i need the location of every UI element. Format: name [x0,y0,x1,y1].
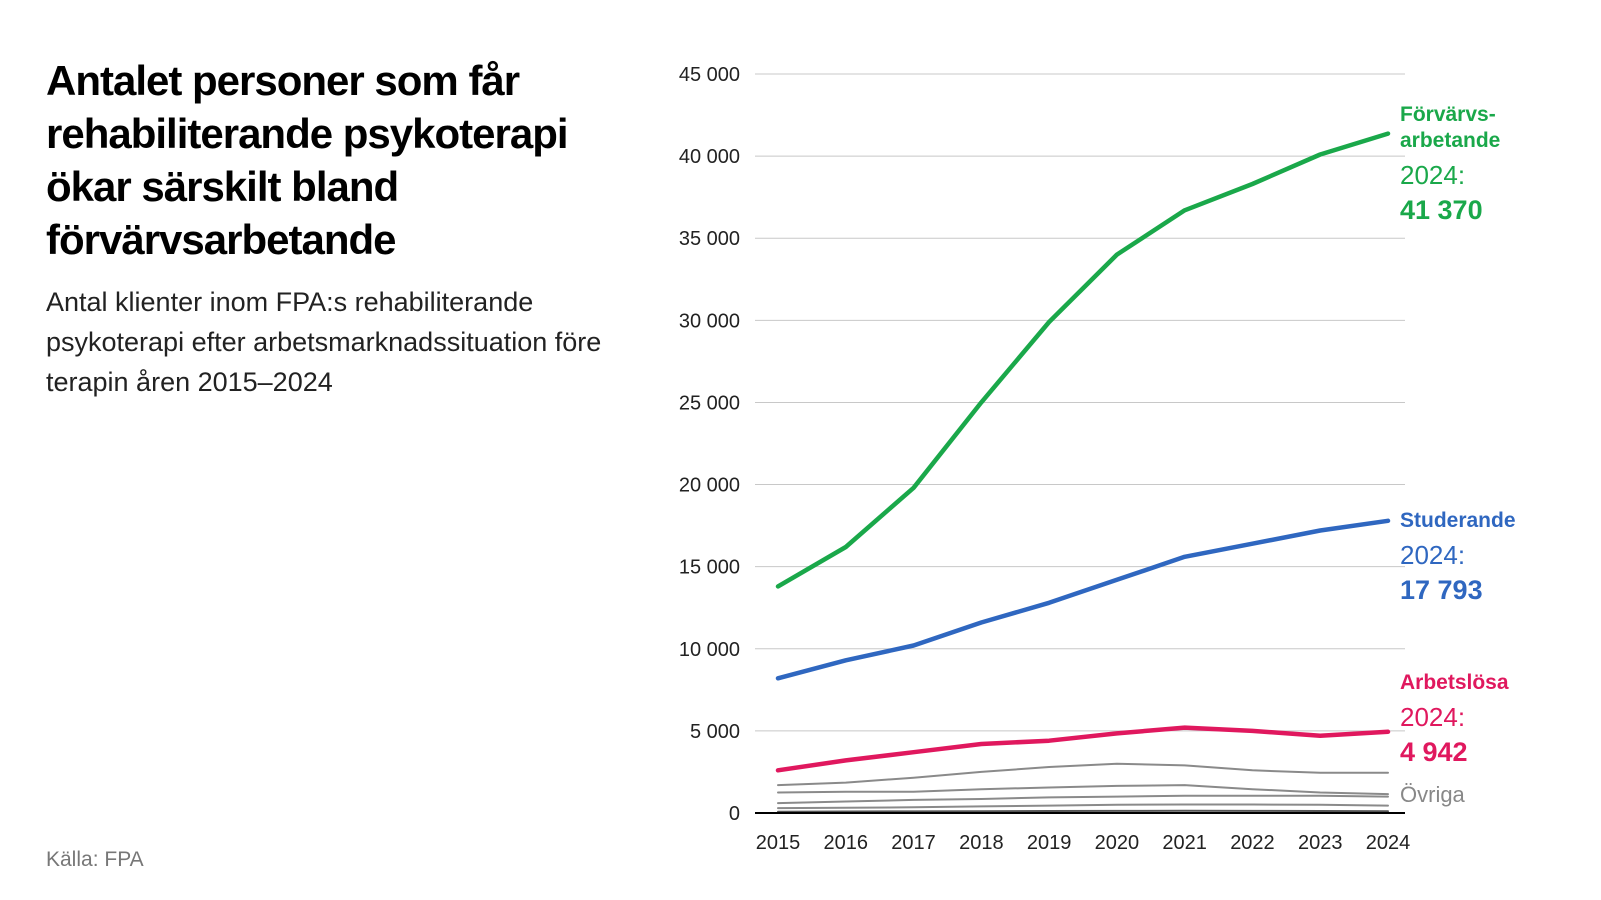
x-tick-label: 2022 [1230,832,1275,854]
x-tick-label: 2023 [1298,832,1343,854]
series-end-value: 17 793 [1400,575,1483,605]
series-label: Förvärvs- [1400,103,1496,126]
series-line [777,794,1389,805]
y-tick-label: 25 000 [679,392,740,414]
y-tick-label: 45 000 [679,64,740,86]
series-end-year: 2024: [1400,540,1465,570]
series-label: Arbetslösa [1400,671,1509,694]
series-line [777,762,1389,787]
x-tick-label: 2019 [1027,832,1072,854]
y-tick-label: 35 000 [679,228,740,250]
series-line [775,131,1391,589]
x-tick-label: 2018 [959,832,1004,854]
series-line [775,518,1391,681]
series-line [777,784,1389,796]
series-end-value: 41 370 [1400,195,1483,225]
chart-title: Antalet personer som får rehabiliterande… [46,57,569,263]
chart-subtitle: Antal klienter inom FPA:s rehabiliterand… [46,287,602,397]
x-tick-label: 2020 [1095,832,1140,854]
y-tick-label: 0 [729,803,740,825]
source-note: Källa: FPA [46,848,144,871]
y-tick-label: 20 000 [679,475,740,497]
y-tick-label: 10 000 [679,639,740,661]
x-tick-label: 2024 [1366,832,1411,854]
series-end-year: 2024: [1400,702,1465,732]
series-label-other: Övriga [1400,782,1466,807]
series-end-value: 4 942 [1400,737,1468,767]
series-label: arbetande [1400,129,1500,152]
y-tick-label: 5 000 [690,721,740,743]
x-tick-label: 2021 [1162,832,1207,854]
series-label: Studerande [1400,509,1516,532]
series-end-year: 2024: [1400,160,1465,190]
series-line [775,725,1391,773]
y-tick-label: 15 000 [679,557,740,579]
y-tick-label: 40 000 [679,146,740,168]
series-line [777,809,1389,813]
x-tick-label: 2015 [756,832,801,854]
series-line [777,803,1389,810]
x-tick-label: 2017 [891,832,936,854]
x-tick-label: 2016 [824,832,869,854]
y-tick-label: 30 000 [679,310,740,332]
